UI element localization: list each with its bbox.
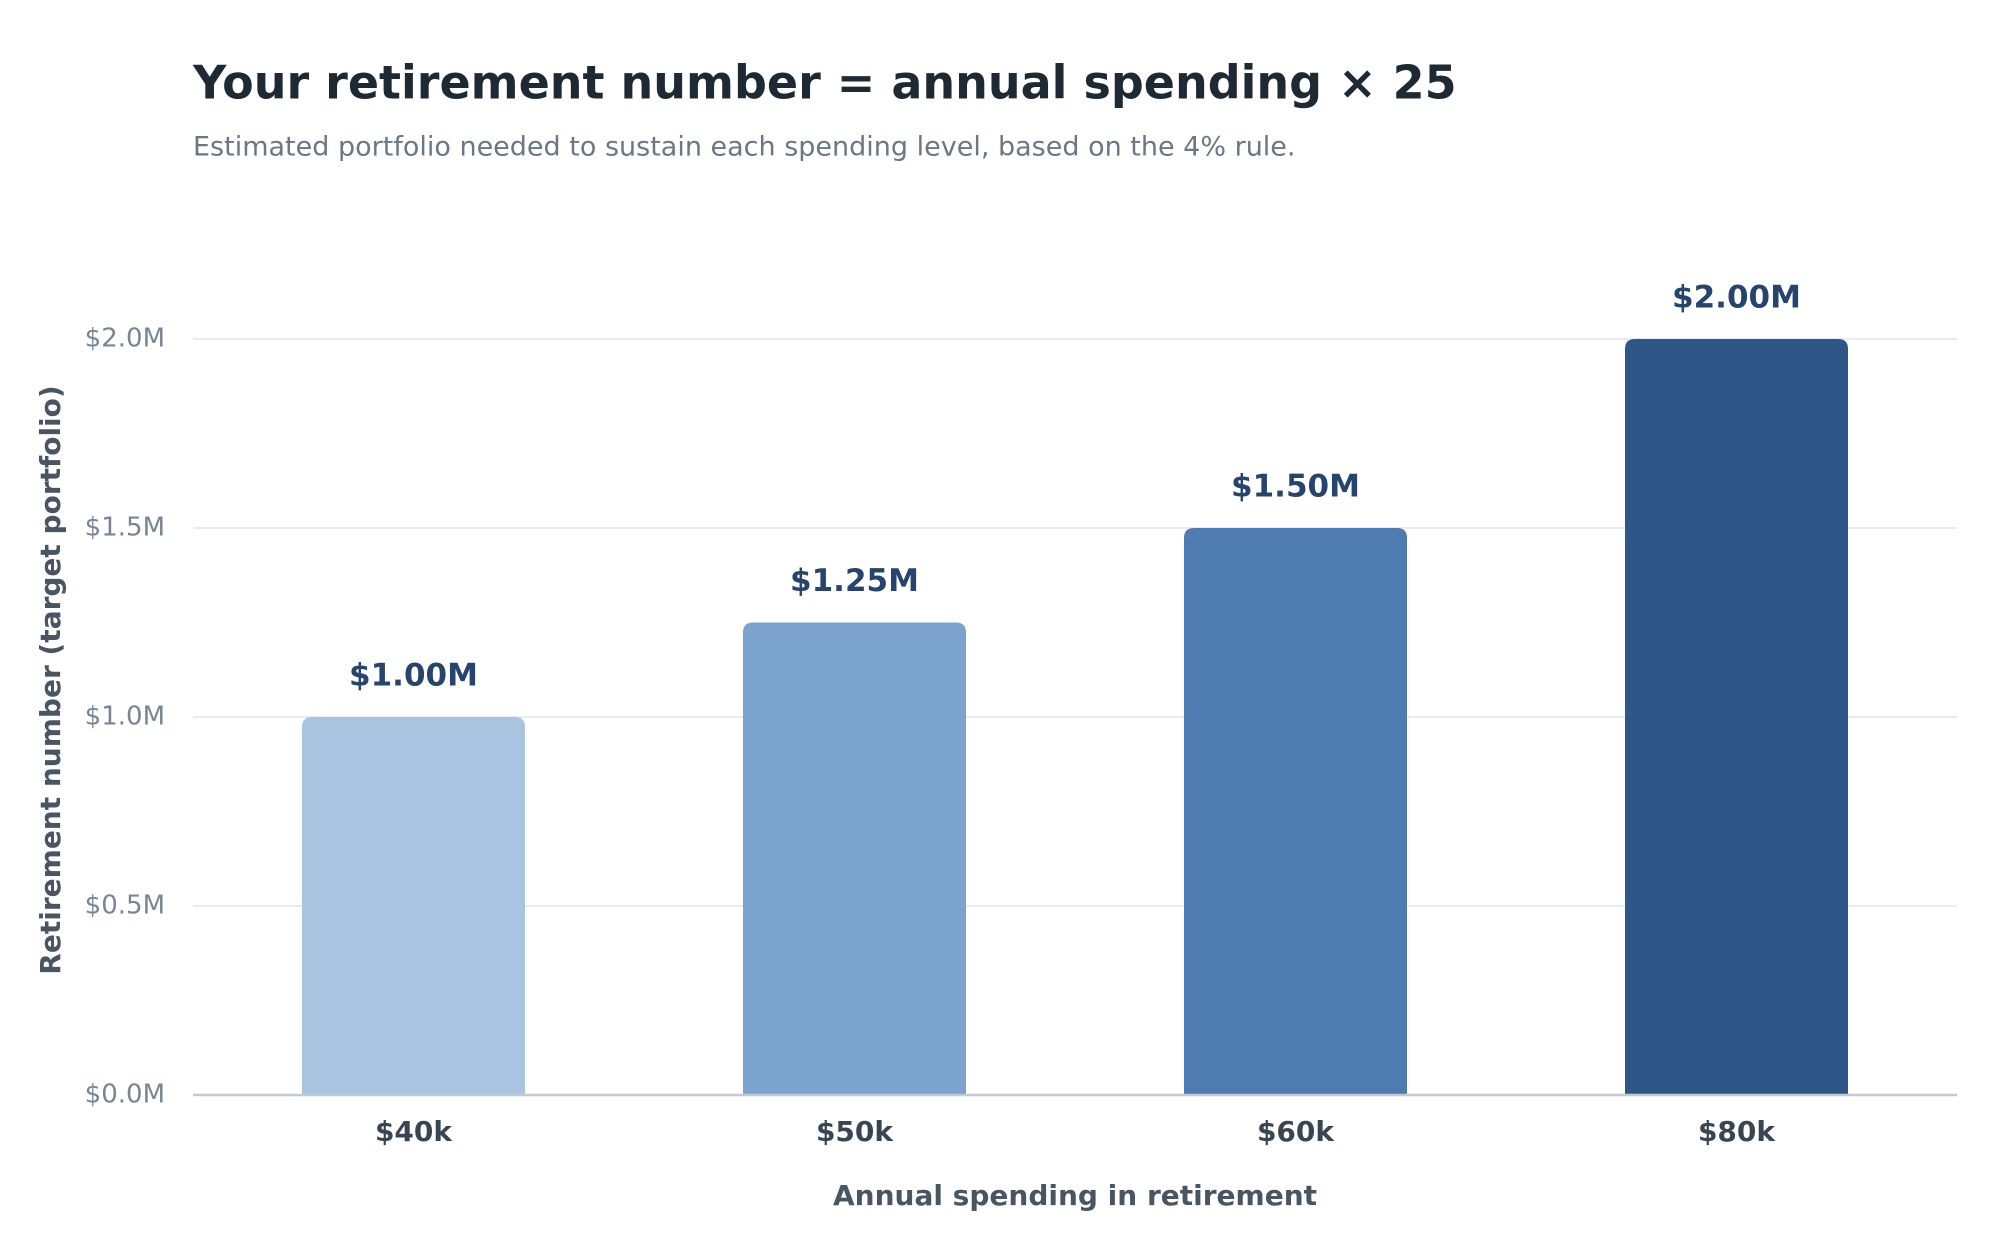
chart-title: Your retirement number = annual spending…	[192, 56, 1457, 110]
x-axis-label: Annual spending in retirement	[833, 1179, 1317, 1212]
y-tick-label: $1.5M	[85, 513, 165, 543]
x-tick-label: $80k	[1698, 1115, 1776, 1148]
y-axis-label: Retirement number (target portfolio)	[34, 385, 67, 974]
value-label: $2.00M	[1672, 280, 1801, 316]
bar	[1625, 339, 1848, 1095]
bar	[743, 622, 966, 1095]
value-label: $1.00M	[349, 658, 478, 694]
y-tick-label: $0.5M	[85, 891, 165, 921]
value-label: $1.50M	[1231, 469, 1360, 505]
bar	[1184, 528, 1407, 1095]
y-tick-label: $2.0M	[85, 324, 165, 354]
y-tick-label: $1.0M	[85, 702, 165, 732]
value-label: $1.25M	[790, 563, 919, 599]
x-tick-label: $60k	[1257, 1115, 1335, 1148]
x-tick-label: $50k	[816, 1115, 894, 1148]
x-tick-label: $40k	[375, 1115, 453, 1148]
bar	[302, 717, 525, 1095]
chart-subtitle: Estimated portfolio needed to sustain ea…	[193, 132, 1296, 163]
y-tick-label: $0.0M	[85, 1080, 165, 1110]
